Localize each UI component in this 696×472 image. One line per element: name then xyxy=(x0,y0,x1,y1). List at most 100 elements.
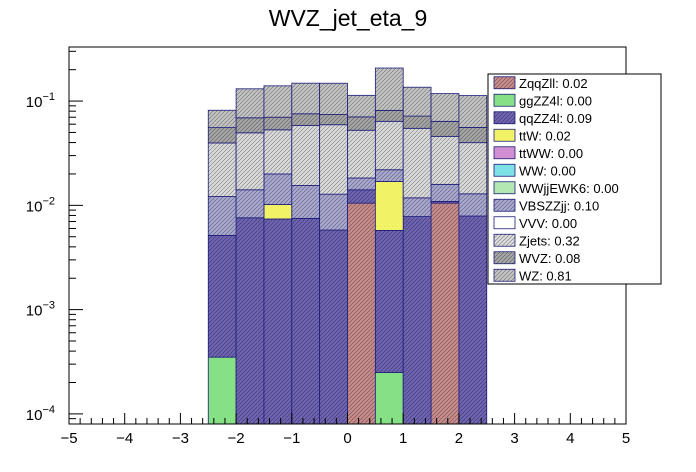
y-axis: 10−4 10−3 10−2 10−1 xyxy=(26,50,83,425)
bar-hatch-ZqqZll-5 xyxy=(347,203,376,424)
bar-hatch-Zjets-5 xyxy=(347,130,376,178)
x-tick-label: 5 xyxy=(622,430,630,447)
bar-ttW-6 xyxy=(375,181,404,231)
legend-box xyxy=(487,73,662,285)
bar-hatch-Zjets-0 xyxy=(208,142,237,197)
bar-edge-WZ-0 xyxy=(207,109,237,129)
bar-hatch-WVZ-3 xyxy=(291,113,320,126)
bar-hatch-Zjets-2 xyxy=(263,129,292,174)
x-tick-label: −1 xyxy=(283,430,300,447)
x-tick-label: −3 xyxy=(172,430,189,447)
bar-hatch-Zjets-4 xyxy=(319,124,348,195)
x-tick-label: 3 xyxy=(510,430,518,447)
bar-hatch-VBSZZjj-8 xyxy=(431,184,459,202)
bar-hatch-WVZ-2 xyxy=(263,117,292,130)
bar-hatch-ZqqZll-8 xyxy=(431,203,459,424)
y-tick-label: 10−3 xyxy=(26,300,55,320)
legend-swatch-ttWW xyxy=(493,146,516,160)
bar-hatch-VBSZZjj-6 xyxy=(375,169,404,182)
legend-label-ZqqZll: ZqqZll: 0.02 xyxy=(519,76,588,91)
bar-hatch-WVZ-0 xyxy=(208,127,237,143)
bar-hatch-VBSZZjj-2 xyxy=(263,173,292,205)
bar-hatch-VBSZZjj-0 xyxy=(208,196,237,236)
bar-hatch-WZ-9 xyxy=(458,95,487,128)
legend-label-qqZZ4l: qqZZ4l: 0.09 xyxy=(519,111,592,126)
bar-hatch-VBSZZjj-7 xyxy=(403,197,432,217)
x-tick-label: −2 xyxy=(228,430,245,447)
legend-swatch-hatch-qqZZ4l xyxy=(494,111,515,124)
bar-hatch-qqZZ4l-3 xyxy=(291,218,320,424)
bar-hatch-WVZ-5 xyxy=(347,116,376,131)
bar-hatch-WVZ-9 xyxy=(458,127,487,143)
legend-swatch-WW xyxy=(493,163,516,177)
bar-hatch-qqZZ4l-5 xyxy=(347,189,376,204)
bar-hatch-WZ-3 xyxy=(291,83,320,114)
bar-hatch-WVZ-7 xyxy=(403,116,432,129)
bar-hatch-Zjets-6 xyxy=(375,121,404,170)
x-tick-label: 1 xyxy=(399,430,407,447)
x-tick-label: −4 xyxy=(116,430,133,447)
x-tick-label: 4 xyxy=(566,430,574,447)
bar-hatch-WZ-6 xyxy=(375,68,404,111)
bar-hatch-Zjets-9 xyxy=(458,142,487,194)
bar-hatch-WZ-7 xyxy=(403,87,432,117)
x-axis: −5 −4 −3 −2 −1 0 1 2 3 4 5 xyxy=(60,413,630,447)
bar-hatch-Zjets-3 xyxy=(291,125,320,186)
bar-hatch-qqZZ4l-9 xyxy=(458,216,487,424)
legend-label-ttWW: ttWW: 0.00 xyxy=(519,146,583,161)
bar-hatch-WZ-1 xyxy=(236,88,264,118)
bar-hatch-VBSZZjj-9 xyxy=(458,193,487,217)
legend-swatch-VVV xyxy=(493,216,516,230)
bars-layer xyxy=(207,67,488,425)
legend-label-ttW: ttW: 0.02 xyxy=(519,128,571,143)
bar-hatch-WZ-2 xyxy=(263,85,292,118)
chart-title: WVZ_jet_eta_9 xyxy=(269,5,428,31)
x-tick-label: −5 xyxy=(60,430,77,447)
legend-label-VBSZZjj: VBSZZjj: 0.10 xyxy=(519,198,599,213)
bar-hatch-WZ-5 xyxy=(347,95,376,117)
legend-label-Zjets: Zjets: 0.32 xyxy=(519,233,580,248)
y-tick-label: 10−4 xyxy=(26,404,55,424)
bar-hatch-WVZ-8 xyxy=(431,121,459,137)
legend-swatch-hatch-VBSZZjj xyxy=(494,199,515,212)
bar-hatch-WZ-8 xyxy=(431,93,459,122)
bar-hatch-Zjets-8 xyxy=(431,136,459,185)
legend-swatch-ttW xyxy=(493,128,516,142)
legend: ZqqZll: 0.02 ggZZ4l: 0.00 qqZZ4l: 0.09 ttW:… xyxy=(487,73,662,285)
bar-hatch-qqZZ4l-4 xyxy=(319,230,348,424)
bar-hatch-VBSZZjj-5 xyxy=(347,177,376,190)
legend-label-WWjjEWK6: WWjjEWK6: 0.00 xyxy=(519,181,619,196)
bar-edge-WZ-9 xyxy=(458,95,488,128)
bar-hatch-VBSZZjj-4 xyxy=(319,194,348,231)
series-WZ xyxy=(207,67,488,129)
y-tick-label: 10−1 xyxy=(26,91,55,111)
legend-label-WVZ: WVZ: 0.08 xyxy=(519,251,580,266)
legend-swatch-ggZZ4l xyxy=(493,93,516,107)
bar-ttW-2 xyxy=(263,204,292,219)
legend-label-VVV: VVV: 0.00 xyxy=(519,216,577,231)
legend-label-WW: WW: 0.00 xyxy=(519,163,576,178)
y-tick-label: 10−2 xyxy=(26,195,55,215)
series-VBSZZjj xyxy=(207,169,488,236)
bar-hatch-qqZZ4l-2 xyxy=(263,218,292,424)
series-Zjets xyxy=(207,120,488,199)
bar-hatch-qqZZ4l-6 xyxy=(375,230,404,373)
x-tick-label: 0 xyxy=(343,430,351,447)
series-qqZZ4l xyxy=(207,189,488,425)
legend-label-ggZZ4l: ggZZ4l: 0.00 xyxy=(519,93,592,108)
bar-hatch-qqZZ4l-8 xyxy=(431,201,459,204)
bar-hatch-Zjets-7 xyxy=(403,128,432,198)
bar-hatch-qqZZ4l-0 xyxy=(208,235,237,358)
bar-hatch-qqZZ4l-1 xyxy=(236,217,264,424)
bar-hatch-Zjets-1 xyxy=(236,132,264,190)
legend-swatch-hatch-ZqqZll xyxy=(494,76,515,89)
bar-hatch-VBSZZjj-1 xyxy=(236,189,264,218)
legend-swatch-hatch-WVZ xyxy=(494,251,515,264)
bar-hatch-qqZZ4l-7 xyxy=(403,216,432,424)
series-ttW xyxy=(263,181,404,231)
bar-hatch-WVZ-1 xyxy=(236,117,264,133)
bar-hatch-WVZ-6 xyxy=(375,110,404,122)
legend-swatch-hatch-WZ xyxy=(494,269,515,282)
bar-hatch-WZ-0 xyxy=(208,110,237,128)
